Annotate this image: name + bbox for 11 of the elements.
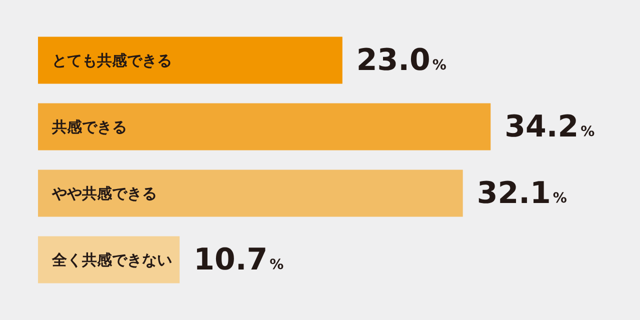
y-tick-label: やや共感できる [51,184,157,202]
data-label: 23.0% [356,42,446,78]
y-tick-label: 全く共感できない [51,250,172,269]
data-label: 32.1% [476,176,567,211]
bar [38,36,342,84]
bar [38,170,463,217]
data-label: 10.7% [194,242,284,278]
y-tick-label: とても共感できる [52,51,172,70]
data-label: 34.2% [504,109,595,144]
y-tick-label: 共感できる [51,118,127,136]
bar [38,103,491,150]
